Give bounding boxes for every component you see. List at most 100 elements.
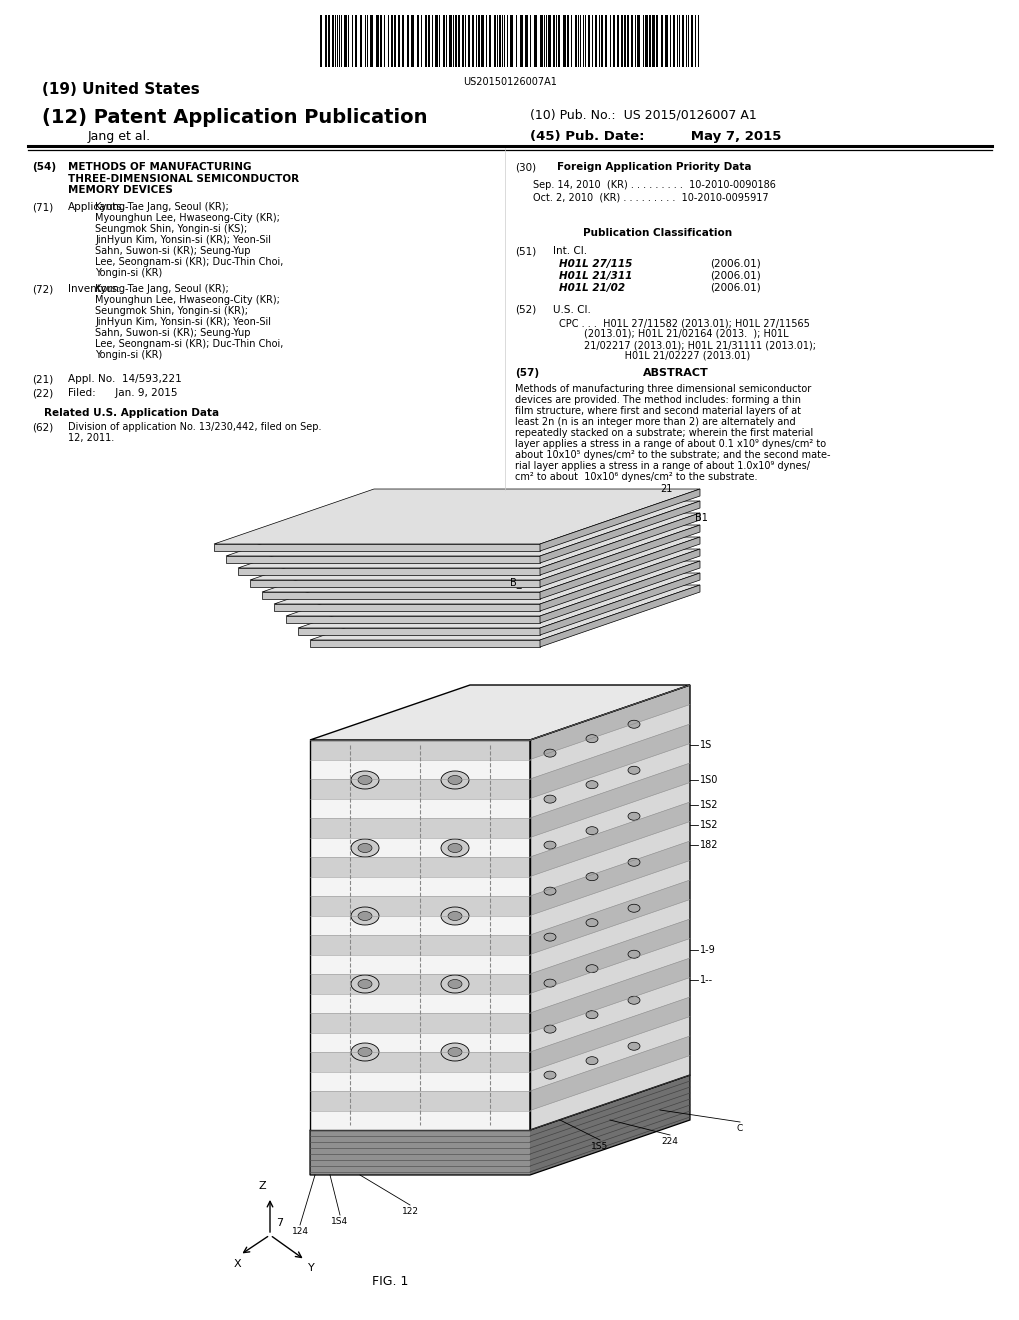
Ellipse shape xyxy=(351,907,379,925)
Bar xyxy=(320,15,322,67)
Ellipse shape xyxy=(586,965,597,973)
Polygon shape xyxy=(530,723,689,799)
Polygon shape xyxy=(530,685,689,759)
Text: 1--: 1-- xyxy=(699,975,712,985)
Ellipse shape xyxy=(543,1071,555,1080)
Bar xyxy=(562,15,566,67)
Text: devices are provided. The method includes: forming a thin: devices are provided. The method include… xyxy=(515,395,800,405)
Text: rial layer applies a stress in a range of about 1.0x10⁹ dynes/: rial layer applies a stress in a range o… xyxy=(515,461,809,471)
Polygon shape xyxy=(530,997,689,1072)
Text: Lee, Seongnam-si (KR); Duc-Thin Choi,: Lee, Seongnam-si (KR); Duc-Thin Choi, xyxy=(95,257,283,267)
Polygon shape xyxy=(530,1036,689,1110)
Polygon shape xyxy=(539,525,699,587)
Polygon shape xyxy=(262,591,539,599)
Text: (30): (30) xyxy=(515,162,536,172)
Polygon shape xyxy=(539,561,699,623)
Text: 7: 7 xyxy=(276,1218,283,1228)
Bar xyxy=(325,15,327,67)
Bar xyxy=(575,15,577,67)
Bar xyxy=(539,15,542,67)
Ellipse shape xyxy=(447,843,462,853)
Ellipse shape xyxy=(351,975,379,993)
Bar xyxy=(328,15,330,67)
Ellipse shape xyxy=(447,912,462,920)
Text: repeatedly stacked on a substrate; wherein the first material: repeatedly stacked on a substrate; where… xyxy=(515,428,812,438)
Text: Sep. 14, 2010  (KR) . . . . . . . . .  10-2010-0090186: Sep. 14, 2010 (KR) . . . . . . . . . 10-… xyxy=(533,180,775,190)
Text: (22): (22) xyxy=(32,388,53,399)
Text: METHODS OF MANUFACTURING: METHODS OF MANUFACTURING xyxy=(68,162,252,172)
Polygon shape xyxy=(310,685,689,741)
Polygon shape xyxy=(530,685,689,1130)
Text: (19) United States: (19) United States xyxy=(42,82,200,96)
Polygon shape xyxy=(310,1052,530,1072)
Ellipse shape xyxy=(628,950,639,958)
Text: Appl. No.  14/593,221: Appl. No. 14/593,221 xyxy=(68,374,181,384)
Ellipse shape xyxy=(628,858,639,866)
Polygon shape xyxy=(226,556,539,564)
Text: (71): (71) xyxy=(32,202,53,213)
Polygon shape xyxy=(310,837,530,857)
Polygon shape xyxy=(530,899,689,974)
Polygon shape xyxy=(539,549,699,611)
Text: Kyung-Tae Jang, Seoul (KR);: Kyung-Tae Jang, Seoul (KR); xyxy=(95,202,228,213)
Polygon shape xyxy=(214,488,699,544)
Bar xyxy=(376,15,379,67)
Polygon shape xyxy=(274,549,699,605)
Polygon shape xyxy=(285,561,699,616)
Text: MEMORY DEVICES: MEMORY DEVICES xyxy=(68,185,172,195)
Ellipse shape xyxy=(358,1048,372,1056)
Bar xyxy=(458,15,460,67)
Text: 182: 182 xyxy=(699,840,717,850)
Bar xyxy=(462,15,464,67)
Text: 1S4: 1S4 xyxy=(331,1217,348,1226)
Polygon shape xyxy=(530,763,689,837)
Ellipse shape xyxy=(447,979,462,989)
Ellipse shape xyxy=(586,735,597,743)
Text: FIG. 1: FIG. 1 xyxy=(372,1275,408,1288)
Polygon shape xyxy=(274,605,539,611)
Ellipse shape xyxy=(358,776,372,784)
Bar xyxy=(407,15,409,67)
Polygon shape xyxy=(310,779,530,799)
Polygon shape xyxy=(539,573,699,635)
Polygon shape xyxy=(530,705,689,779)
Ellipse shape xyxy=(543,841,555,849)
Polygon shape xyxy=(310,1012,530,1032)
Polygon shape xyxy=(262,537,699,591)
Ellipse shape xyxy=(628,904,639,912)
Text: Y: Y xyxy=(308,1263,315,1272)
Bar xyxy=(401,15,404,67)
Polygon shape xyxy=(214,544,539,550)
Bar xyxy=(655,15,657,67)
Bar xyxy=(682,15,684,67)
Bar xyxy=(534,15,536,67)
Ellipse shape xyxy=(628,812,639,820)
Bar xyxy=(360,15,362,67)
Bar xyxy=(525,15,528,67)
Bar xyxy=(425,15,427,67)
Bar xyxy=(428,15,430,67)
Text: Yongin-si (KR): Yongin-si (KR) xyxy=(95,268,162,279)
Text: (2013.01); H01L 21/02164 (2013.  ); H01L: (2013.01); H01L 21/02164 (2013. ); H01L xyxy=(558,329,788,339)
Bar xyxy=(616,15,619,67)
Polygon shape xyxy=(310,954,530,974)
Bar xyxy=(547,15,550,67)
Polygon shape xyxy=(310,640,539,647)
Ellipse shape xyxy=(586,780,597,788)
Polygon shape xyxy=(539,513,699,576)
Text: 1S2: 1S2 xyxy=(699,820,717,830)
Bar xyxy=(411,15,414,67)
Polygon shape xyxy=(530,978,689,1052)
Bar xyxy=(673,15,675,67)
Text: (57): (57) xyxy=(515,368,539,378)
Polygon shape xyxy=(530,939,689,1012)
Polygon shape xyxy=(310,585,699,640)
Text: Filed:      Jan. 9, 2015: Filed: Jan. 9, 2015 xyxy=(68,388,177,399)
Bar xyxy=(468,15,470,67)
Ellipse shape xyxy=(543,979,555,987)
Text: layer applies a stress in a range of about 0.1 x10⁹ dynes/cm² to: layer applies a stress in a range of abo… xyxy=(515,440,825,449)
Text: Kyung-Tae Jang, Seoul (KR);: Kyung-Tae Jang, Seoul (KR); xyxy=(95,284,228,294)
Ellipse shape xyxy=(543,933,555,941)
Polygon shape xyxy=(530,803,689,876)
Bar xyxy=(644,15,647,67)
